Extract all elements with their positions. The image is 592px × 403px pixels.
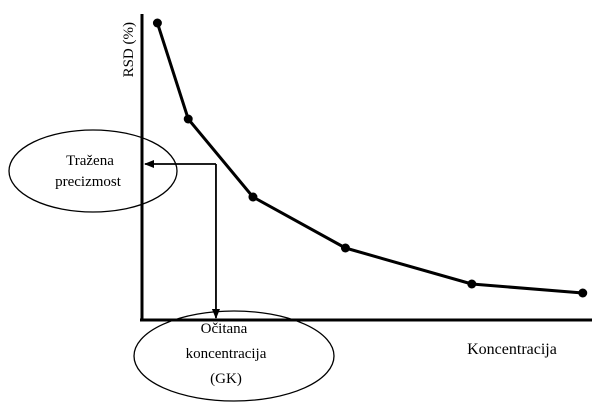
data-point-5: [578, 288, 588, 298]
read-concentration-label-1: Očitana: [201, 321, 248, 337]
x-axis-label: Koncentracija: [467, 341, 557, 358]
data-point-3: [340, 243, 350, 253]
required-precision-label-1: Tražena: [66, 153, 114, 169]
read-concentration-ellipse: [133, 310, 335, 402]
guide-layer: [144, 160, 220, 319]
read-concentration-label-2: koncentracija: [186, 346, 267, 362]
required-precision-ellipse: [8, 129, 178, 213]
y-axis-label: RSD (%): [121, 22, 137, 77]
data-point-0: [152, 18, 162, 28]
data-point-2: [248, 192, 258, 202]
series-line-0: [155, 22, 583, 295]
read-concentration-label-3: (GK): [210, 371, 242, 387]
data-point-1: [183, 114, 193, 124]
required-precision-label-2: precizmost: [55, 174, 122, 190]
series-layer: [152, 18, 588, 298]
data-point-4: [467, 279, 477, 289]
